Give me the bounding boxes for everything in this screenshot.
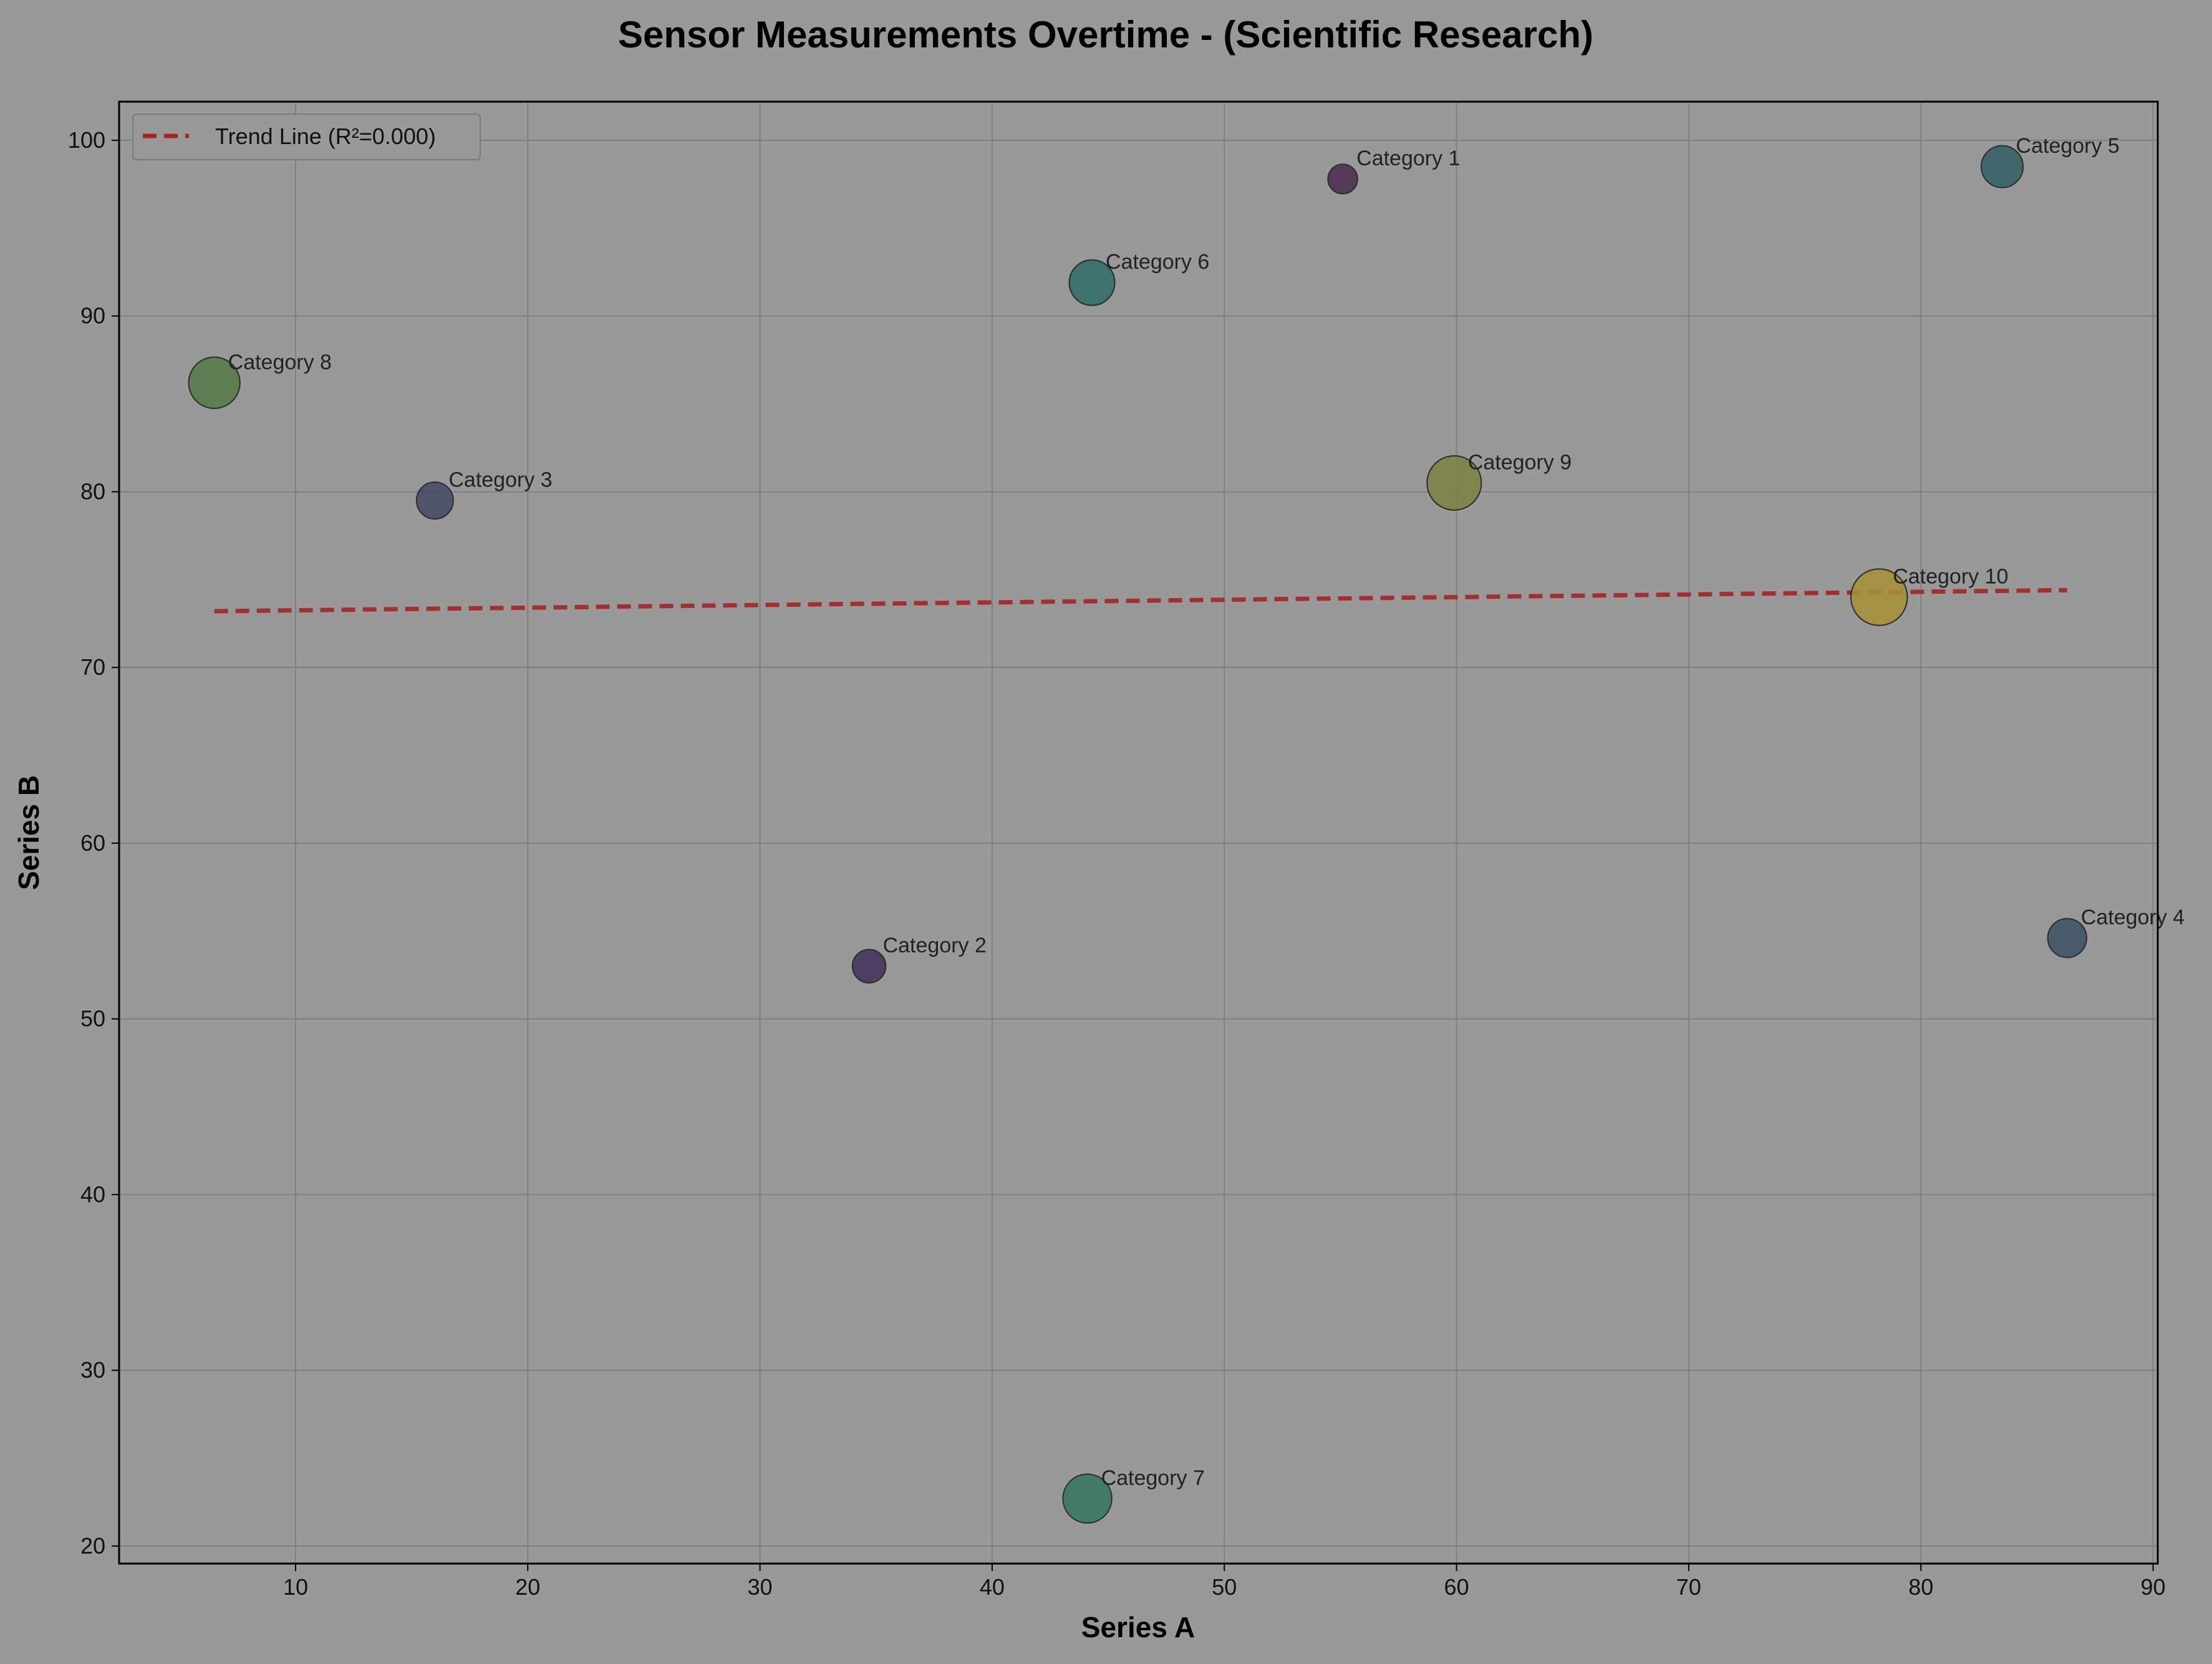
data-point <box>188 356 241 409</box>
point-label: Category 10 <box>1893 564 2008 588</box>
y-tick-label: 80 <box>80 478 105 504</box>
point-label: Category 8 <box>228 351 332 374</box>
point-labels: Category 1 Category 2 Category 3 Category 4… <box>228 134 2185 1490</box>
data-point <box>1327 163 1358 195</box>
chart-title: Sensor Measurements Overtime - (Scientif… <box>618 14 1593 56</box>
grid <box>119 102 2158 1564</box>
y-tick-label: 60 <box>80 830 105 856</box>
plot-area-frame <box>118 100 2159 1565</box>
y-tick-label: 20 <box>80 1533 105 1559</box>
x-tick-label: 80 <box>1908 1574 1933 1600</box>
y-tick-label: 90 <box>80 303 105 329</box>
point-label: Category 6 <box>1106 250 1209 274</box>
x-tick-label: 70 <box>1676 1574 1701 1600</box>
y-axis-title: Series B <box>12 775 45 890</box>
y-tick-label: 50 <box>80 1006 105 1032</box>
data-point <box>1068 259 1116 306</box>
trend-layer <box>214 588 2067 614</box>
data-point <box>1850 568 1908 626</box>
trend-line <box>214 588 2067 614</box>
y-tick-label: 30 <box>80 1357 105 1383</box>
data-point <box>1062 1473 1113 1524</box>
y-tick-label: 100 <box>68 127 105 153</box>
point-label: Category 7 <box>1101 1466 1205 1490</box>
legend: Trend Line (R²=0.000) <box>132 114 481 160</box>
data-point <box>2047 917 2087 959</box>
data-point <box>851 949 887 984</box>
point-label: Category 9 <box>1468 450 1572 474</box>
x-axis-title: Series A <box>1081 1611 1195 1643</box>
axis-ticks: 10 20 30 40 50 60 70 80 90 20 30 40 50 60 70 80 90 100 <box>68 127 2166 1600</box>
x-tick-label: 50 <box>1212 1574 1237 1600</box>
point-label: Category 4 <box>2081 906 2185 929</box>
point-label: Category 1 <box>1356 147 1460 170</box>
y-tick-label: 40 <box>80 1181 105 1207</box>
y-tick-label: 70 <box>80 654 105 680</box>
point-label: Category 2 <box>883 934 987 957</box>
data-point <box>415 481 454 520</box>
x-tick-label: 30 <box>748 1574 773 1600</box>
legend-box <box>132 114 481 160</box>
data-point <box>1426 455 1482 511</box>
x-tick-label: 60 <box>1444 1574 1469 1600</box>
points-layer <box>188 145 2087 1524</box>
x-tick-label: 10 <box>283 1574 308 1600</box>
x-tick-label: 40 <box>980 1574 1005 1600</box>
x-tick-label: 20 <box>515 1574 540 1600</box>
point-label: Category 5 <box>2016 134 2120 158</box>
data-point <box>1980 145 2024 188</box>
x-tick-label: 90 <box>2141 1574 2166 1600</box>
point-label: Category 3 <box>448 468 552 492</box>
legend-label-trend-line: Trend Line (R²=0.000) <box>215 123 436 149</box>
